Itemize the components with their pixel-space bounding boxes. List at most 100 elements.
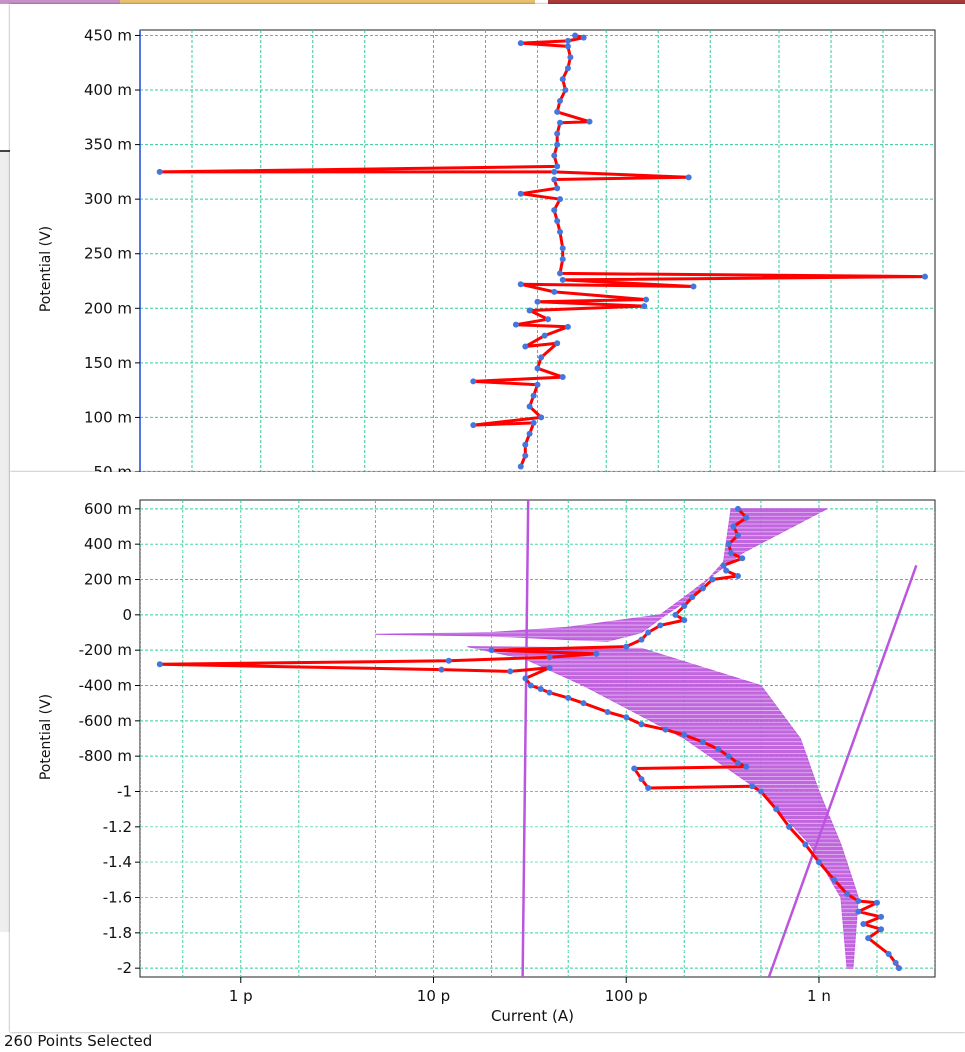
data-point [522, 441, 529, 448]
data-point [855, 898, 862, 905]
data-point [844, 890, 851, 897]
data-point [517, 463, 524, 470]
data-point [156, 168, 163, 175]
data-point [743, 763, 750, 770]
data-point [522, 343, 529, 350]
data-point [565, 694, 572, 701]
data-point [638, 776, 645, 783]
data-point [709, 576, 716, 583]
plot-content [140, 30, 935, 472]
data-point [541, 332, 548, 339]
data-point [512, 321, 519, 328]
data-point [546, 654, 553, 661]
data-point [557, 196, 564, 203]
data-point [559, 76, 566, 83]
data-point [645, 629, 652, 636]
y-tick-label: 100 m [84, 408, 132, 426]
data-point [699, 739, 706, 746]
data-point [534, 298, 541, 305]
data-point [551, 168, 558, 175]
data-point [557, 270, 564, 277]
y-tick-label: 250 m [84, 245, 132, 263]
y-tick-label: -1 [117, 783, 132, 801]
data-point [892, 959, 899, 966]
data-point [681, 617, 688, 624]
data-point [438, 666, 445, 673]
data-point [527, 682, 534, 689]
data-point [734, 572, 741, 579]
data-point [730, 523, 737, 530]
diagonal-fit-line [767, 564, 918, 977]
background-window-edge [0, 150, 10, 932]
y-tick-label: -800 m [79, 747, 132, 765]
data-point [559, 276, 566, 283]
upper-chart-window[interactable]: 50 m 100 m 150 m 200 m 250 m 300 m 350 m 400 m 4… [10, 4, 965, 481]
y-tick-label: 300 m [84, 190, 132, 208]
data-point [522, 452, 529, 459]
data-point [507, 668, 514, 675]
lower-chart[interactable]: 600 m 400 m 200 m 0 -200 m -400 m -600 m -800 m… [10, 472, 965, 1032]
data-point [662, 726, 669, 733]
data-point [156, 661, 163, 668]
y-tick-label: -1.4 [103, 853, 132, 871]
x-tick-label: 1 n [807, 987, 831, 1005]
x-tick-label: 1 p [229, 987, 253, 1005]
data-point [564, 37, 571, 44]
data-point [586, 118, 593, 125]
data-point [557, 119, 564, 126]
y-tick-label: 200 m [84, 299, 132, 317]
y-tick-label: 400 m [84, 81, 132, 99]
data-point [865, 935, 872, 942]
data-point [564, 323, 571, 330]
y-axis-label: Potential (V) [38, 694, 54, 780]
y-tick-label: 0 [122, 606, 132, 624]
data-point [715, 746, 722, 753]
data-point [743, 514, 750, 521]
data-point [878, 913, 885, 920]
vertical-fit-line [521, 500, 530, 977]
data-point [580, 700, 587, 707]
plot-content [140, 500, 935, 977]
data-point [895, 965, 902, 972]
data-point [562, 87, 569, 94]
data-point [725, 753, 732, 760]
data-point [685, 174, 692, 181]
top-strip-red [548, 0, 965, 4]
data-point [526, 403, 533, 410]
data-point [530, 392, 537, 399]
data-point [537, 686, 544, 693]
data-point [546, 664, 553, 671]
data-point [557, 228, 564, 235]
top-strip-yellow [120, 0, 535, 4]
data-point [681, 731, 688, 738]
y-tick-label: 600 m [84, 500, 132, 518]
data-point [564, 43, 571, 50]
data-point [522, 675, 529, 682]
data-point [689, 594, 696, 601]
data-point [470, 378, 477, 385]
upper-chart[interactable]: 50 m 100 m 150 m 200 m 250 m 300 m 350 m 400 m 4… [10, 4, 965, 481]
data-point [672, 611, 679, 618]
data-point [638, 721, 645, 728]
y-tick-label: -1.6 [103, 889, 132, 907]
data-point [517, 190, 524, 197]
y-tick-label: 350 m [84, 136, 132, 154]
data-point [734, 532, 741, 539]
data-point [786, 823, 793, 830]
data-point [554, 217, 561, 224]
data-point [554, 185, 561, 192]
top-strip-pink [0, 0, 120, 4]
y-tick-label: -1.8 [103, 924, 132, 942]
data-point [623, 643, 630, 650]
y-tick-label: 50 m [94, 463, 132, 472]
data-point [734, 505, 741, 512]
data-point [657, 622, 664, 629]
data-point [551, 176, 558, 183]
lower-chart-window[interactable]: 600 m 400 m 200 m 0 -200 m -400 m -600 m -800 m… [10, 472, 965, 1032]
data-point [855, 908, 862, 915]
data-point [690, 283, 697, 290]
data-point [470, 422, 477, 429]
data-point [546, 689, 553, 696]
data-point [623, 714, 630, 721]
data-point [749, 783, 756, 790]
